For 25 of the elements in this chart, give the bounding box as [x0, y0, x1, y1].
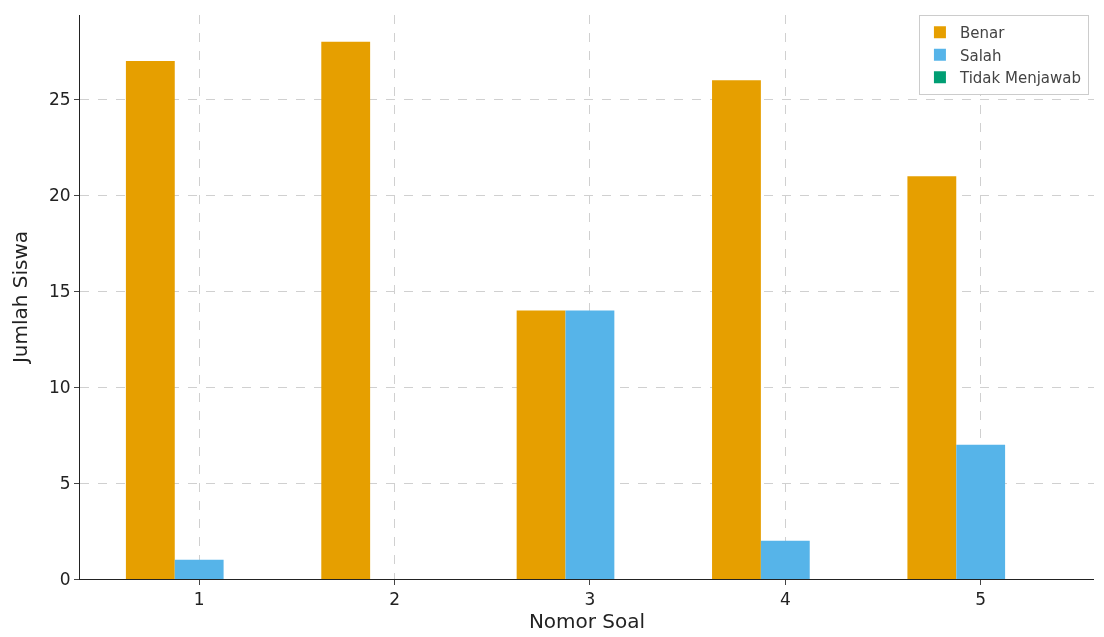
y-tick-label: 0	[59, 568, 71, 589]
y-axis-title: Jumlah Siswa	[8, 230, 33, 366]
x-axis-title: Nomor Soal	[528, 609, 646, 634]
bar	[516, 310, 566, 579]
legend-label: Benar	[959, 24, 1006, 43]
x-tick-label: 3	[584, 589, 596, 610]
bar	[321, 41, 371, 579]
legend-label: Tidak Menjawab	[958, 69, 1081, 88]
x-tick-label: 5	[975, 589, 987, 610]
y-tick-label: 25	[48, 89, 71, 110]
bar	[174, 559, 224, 579]
y-tick-label: 5	[59, 473, 71, 494]
y-tick-label: 10	[48, 377, 71, 398]
bar	[956, 444, 1006, 579]
bar	[760, 540, 810, 579]
bar	[907, 176, 957, 579]
x-tick-label: 1	[193, 589, 205, 610]
x-tick-label: 4	[779, 589, 791, 610]
legend-label: Salah	[959, 46, 1002, 65]
bar	[565, 310, 615, 579]
x-tick-label: 2	[389, 589, 400, 610]
y-tick-label: 15	[48, 281, 71, 302]
bar	[712, 80, 761, 579]
y-tick-label: 20	[48, 185, 71, 206]
bar	[125, 61, 175, 579]
